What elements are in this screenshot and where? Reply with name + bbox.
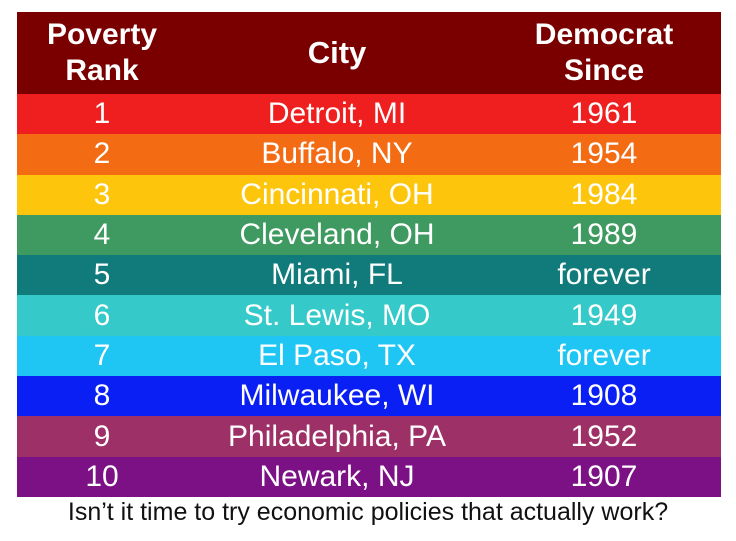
- rank-cell: 3: [17, 175, 187, 215]
- rank-value: 9: [93, 419, 111, 453]
- democrat-since-value: 1989: [570, 218, 638, 252]
- city-cell: Newark, NJ: [187, 457, 487, 497]
- rank-value: 2: [93, 137, 111, 171]
- caption: Isn’t it time to try economic policies t…: [67, 498, 669, 526]
- democrat-since-cell: forever: [487, 336, 721, 376]
- city-value: Milwaukee, WI: [239, 379, 435, 413]
- rank-cell: 8: [17, 376, 187, 416]
- democrat-since-cell: 1984: [487, 175, 721, 215]
- city-value: Philadelphia, PA: [228, 419, 446, 453]
- table-body: 1 Detroit, MI 1961 2 Buffalo, NY 1954 3 Cincinn…: [17, 94, 721, 497]
- rank-value: 4: [93, 218, 111, 252]
- democrat-since-value: 1949: [570, 298, 638, 332]
- city-cell: El Paso, TX: [187, 336, 487, 376]
- table-row: 2 Buffalo, NY 1954: [17, 134, 721, 175]
- democrat-since-value: 1908: [570, 379, 638, 413]
- table-row: 7 El Paso, TX forever: [17, 335, 721, 377]
- democrat-since-cell: forever: [487, 255, 721, 295]
- city-value: Newark, NJ: [259, 459, 415, 493]
- democrat-since-cell: 1949: [487, 296, 721, 336]
- table-row: 3 Cincinnati, OH 1984: [17, 174, 721, 215]
- table-row: 8 Milwaukee, WI 1908: [17, 376, 721, 417]
- rank-value: 8: [93, 379, 111, 413]
- header-democrat-since: Democrat Since: [534, 18, 674, 87]
- democrat-since-cell: 1952: [487, 417, 721, 457]
- democrat-since-value: 1952: [570, 419, 638, 453]
- city-cell: Detroit, MI: [187, 94, 487, 134]
- rank-cell: 2: [17, 134, 187, 174]
- democrat-since-value: 1954: [570, 137, 638, 171]
- city-value: Cincinnati, OH: [240, 177, 434, 211]
- rank-cell: 9: [17, 417, 187, 457]
- democrat-since-value: forever: [557, 338, 651, 372]
- city-cell: Milwaukee, WI: [187, 376, 487, 416]
- democrat-since-cell: 1954: [487, 134, 721, 174]
- city-cell: St. Lewis, MO: [187, 296, 487, 336]
- democrat-since-value: 1984: [570, 177, 638, 211]
- city-cell: Buffalo, NY: [187, 134, 487, 174]
- democrat-since-value: 1907: [570, 459, 638, 493]
- democrat-since-cell: 1961: [487, 94, 721, 134]
- header-city: City: [307, 35, 367, 70]
- democrat-since-value: 1961: [570, 97, 638, 131]
- city-value: Buffalo, NY: [261, 137, 413, 171]
- table-row: 5 Miami, FL forever: [17, 255, 721, 296]
- city-value: Miami, FL: [271, 258, 403, 292]
- table-row: 4 Cleveland, OH 1989: [17, 214, 721, 256]
- democrat-since-cell: 1907: [487, 457, 721, 497]
- city-value: St. Lewis, MO: [243, 298, 431, 332]
- city-cell: Philadelphia, PA: [187, 417, 487, 457]
- header-poverty-rank: Poverty Rank: [46, 18, 158, 87]
- table-header: Poverty Rank City Democrat Since: [17, 12, 721, 94]
- city-cell: Cincinnati, OH: [187, 175, 487, 215]
- rank-cell: 4: [17, 215, 187, 255]
- city-value: Detroit, MI: [267, 97, 407, 131]
- city-cell: Cleveland, OH: [187, 215, 487, 255]
- city-value: Cleveland, OH: [239, 218, 435, 252]
- rank-cell: 1: [17, 94, 187, 134]
- city-cell: Miami, FL: [187, 255, 487, 295]
- rank-cell: 10: [17, 457, 187, 497]
- democrat-since-value: forever: [557, 258, 651, 292]
- rank-value: 3: [93, 177, 111, 211]
- rank-value: 6: [93, 298, 111, 332]
- rank-value: 10: [85, 459, 119, 493]
- democrat-since-cell: 1989: [487, 215, 721, 255]
- rank-cell: 6: [17, 296, 187, 336]
- rank-value: 7: [93, 338, 111, 372]
- table-row: 1 Detroit, MI 1961: [17, 94, 721, 135]
- democrat-since-cell: 1908: [487, 376, 721, 416]
- rank-value: 5: [93, 258, 111, 292]
- rank-cell: 7: [17, 336, 187, 376]
- rank-value: 1: [93, 97, 111, 131]
- rank-cell: 5: [17, 255, 187, 295]
- table-row: 10 Newark, NJ 1907: [17, 456, 721, 497]
- poverty-rank-table: Poverty Rank City Democrat Since 1 Detroi…: [17, 12, 721, 497]
- table-row: 6 St. Lewis, MO 1949: [17, 295, 721, 336]
- table-row: 9 Philadelphia, PA 1952: [17, 416, 721, 457]
- city-value: El Paso, TX: [258, 338, 416, 372]
